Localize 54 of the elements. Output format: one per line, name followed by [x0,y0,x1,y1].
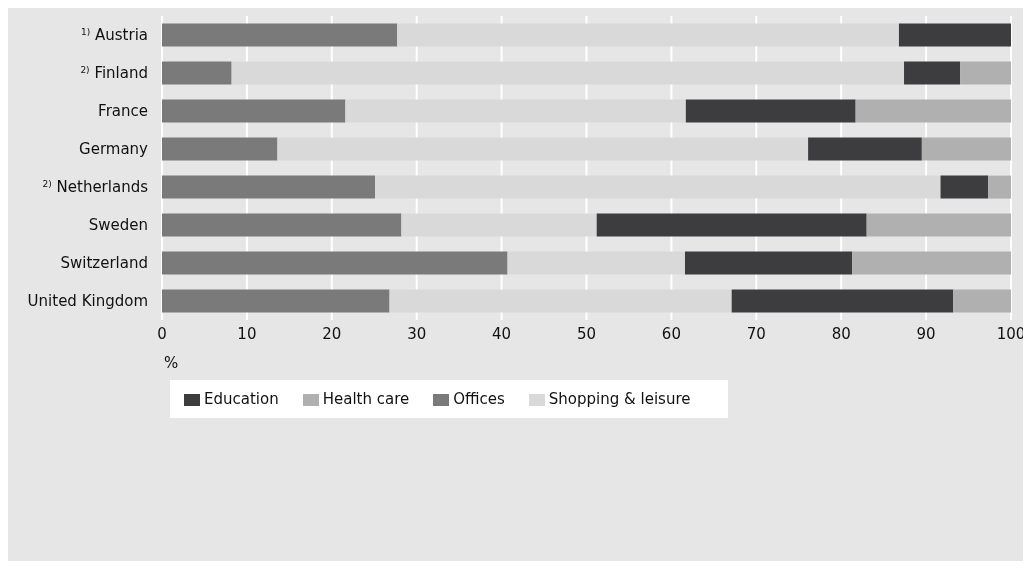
bar [988,175,1011,199]
bar [162,99,346,123]
x-tick-label: 50 [576,324,597,343]
x-tick-label: 40 [492,324,512,343]
x-tick-label: 20 [322,324,342,343]
bar [162,213,402,237]
y-tick-label: $^{2)}$ Finland [80,64,148,82]
bar [162,289,390,313]
bar [808,137,922,161]
bar [953,289,1011,313]
bar [375,175,941,199]
bar [855,99,1011,123]
bar [596,213,867,237]
bar [277,137,809,161]
x-tick-label: 80 [831,324,851,343]
bar [401,213,597,237]
x-tick-label: 90 [916,324,936,343]
x-tick-label: 10 [237,324,257,343]
y-tick-label: Sweden [88,216,148,234]
bar [345,99,686,123]
legend-label: Education [204,390,279,408]
legend-label: Offices [453,390,505,408]
bar [960,61,1011,85]
bar [389,289,732,313]
y-tick-label: $^{1)}$ Austria [80,26,148,44]
bar [852,251,1011,275]
x-tick-label: 70 [746,324,766,343]
y-tick-label: France [98,102,148,120]
bar [866,213,1011,237]
bar [904,61,961,85]
bar [162,251,508,275]
bar [231,61,905,85]
legend-label: Shopping & leisure [548,390,691,408]
bar [162,61,232,85]
x-tick-label: 0 [157,324,167,343]
x-tick-label: 60 [661,324,681,343]
bar [684,251,853,275]
bar [921,137,1011,161]
bar [940,175,989,199]
bar [898,23,1011,47]
legend-label: Health care [322,390,410,408]
y-tick-label: Switzerland [60,254,148,272]
bar [731,289,954,313]
bar [162,23,398,47]
y-tick-label: $^{2)}$ Netherlands [42,178,149,196]
bar [685,99,856,123]
bar [507,251,685,275]
bar [397,23,899,47]
bar [162,175,376,199]
y-tick-label: United Kingdom [27,292,148,310]
bar [162,137,278,161]
x-tick-label: 30 [407,324,427,343]
y-tick-label: Germany [79,140,149,158]
x-axis-title: % [164,354,179,372]
